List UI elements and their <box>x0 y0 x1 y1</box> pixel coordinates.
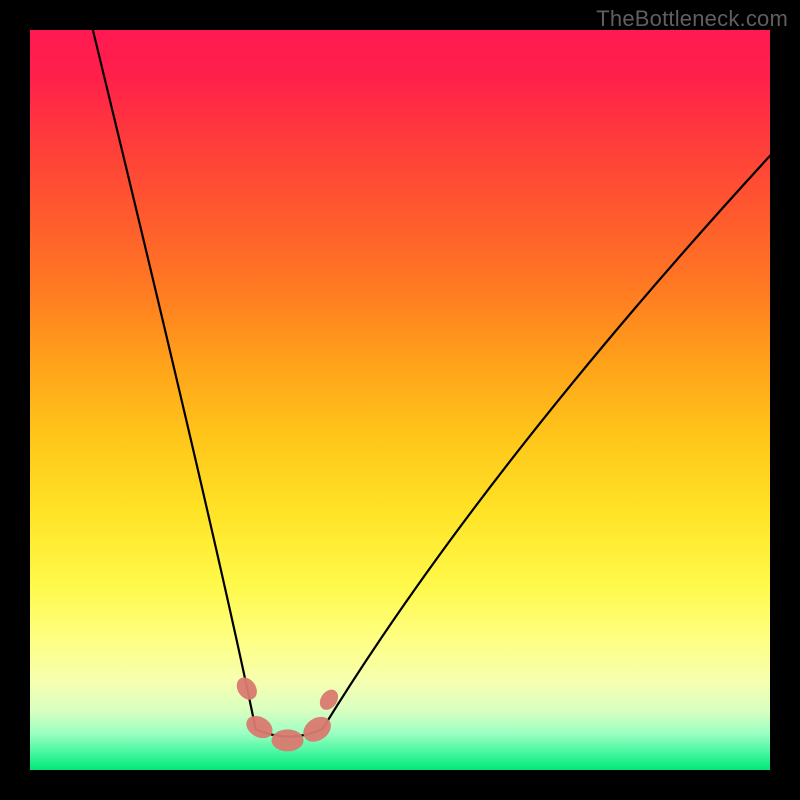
watermark-text: TheBottleneck.com <box>596 6 788 32</box>
chart-canvas: TheBottleneck.com <box>0 0 800 800</box>
trough-marker <box>272 729 304 751</box>
bottleneck-chart-svg <box>0 0 800 800</box>
gradient-background <box>30 30 770 770</box>
